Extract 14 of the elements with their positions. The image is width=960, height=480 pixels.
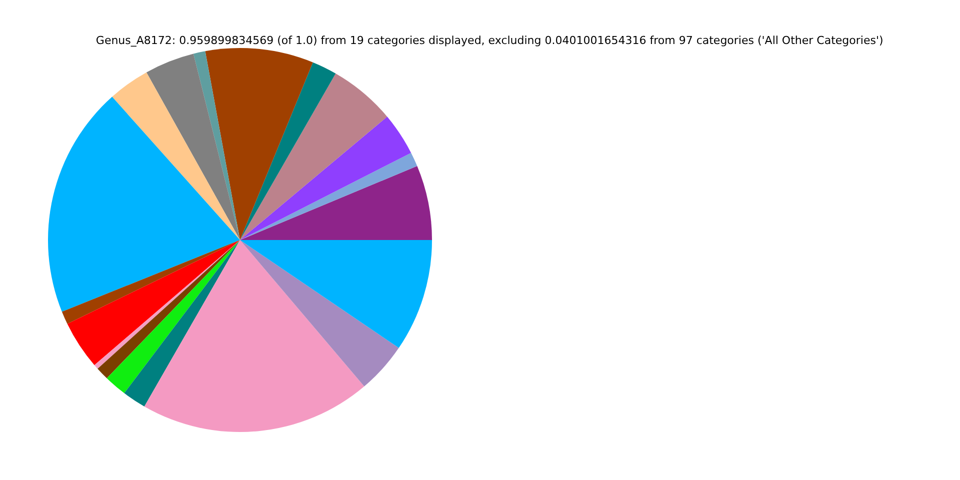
pie-slice bbox=[67, 240, 240, 366]
pie-slice bbox=[62, 240, 240, 324]
pie-slice bbox=[240, 152, 418, 240]
pie-slice bbox=[240, 116, 412, 240]
text: Genus_A8172: 0.959899834569 (of 1.0) from 19 categories displayed, excluding 0.0401001654316 from 97 categories ('All Other Categories') bbox=[96, 34, 884, 47]
pie-slice bbox=[193, 51, 240, 240]
pie-slice bbox=[112, 72, 240, 240]
pie-slice bbox=[205, 48, 313, 240]
pie-slice bbox=[240, 74, 388, 240]
pie-slice bbox=[240, 166, 432, 240]
pie-slice bbox=[240, 240, 399, 386]
pie-slice bbox=[240, 62, 336, 240]
pie-slice bbox=[124, 240, 240, 406]
pie-slice bbox=[146, 54, 240, 240]
